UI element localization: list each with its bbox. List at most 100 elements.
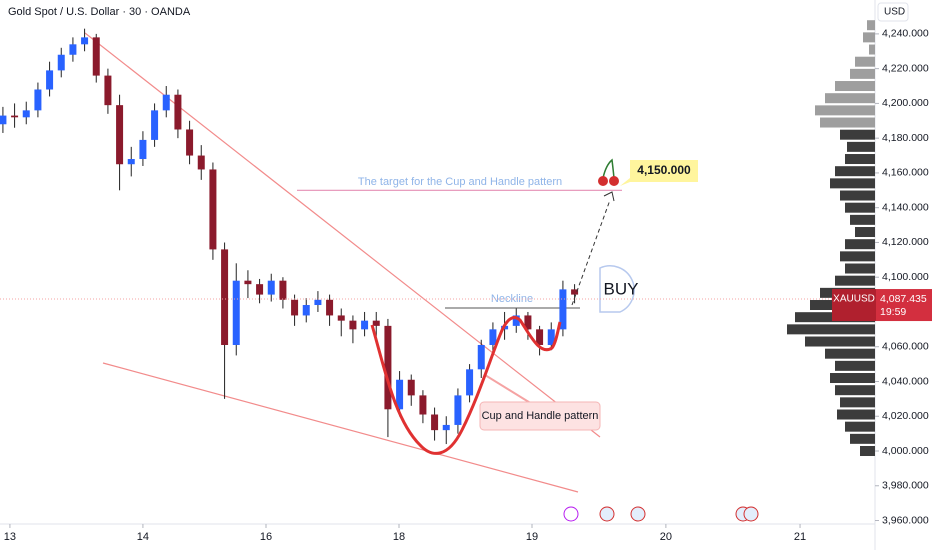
y-tick-label: 4,120.000 — [882, 236, 929, 248]
profile-bar — [840, 397, 875, 408]
candle-body — [151, 110, 159, 140]
profile-bar — [830, 178, 875, 189]
cup-handle-curve — [370, 316, 562, 455]
candle-body — [116, 105, 124, 165]
candle-body — [571, 289, 579, 295]
candle-body — [186, 129, 194, 156]
last-price-label: 4,087.435 — [880, 293, 927, 305]
candle-body — [81, 37, 89, 45]
candle-body — [104, 75, 112, 106]
candle-body — [489, 329, 497, 345]
candle-body — [337, 315, 345, 321]
profile-bar — [835, 385, 875, 396]
candle-body — [512, 315, 520, 326]
pattern-box — [479, 401, 601, 431]
y-tick-label: 4,000.000 — [882, 445, 929, 457]
neckline-label: Neckline — [491, 293, 533, 305]
candle-body — [454, 395, 462, 425]
candle-body — [244, 280, 252, 285]
y-tick-label: 4,220.000 — [882, 62, 929, 74]
candle-body — [559, 289, 567, 330]
candle-body — [267, 280, 275, 295]
candle-body — [92, 37, 100, 76]
profile-bar — [860, 446, 875, 457]
candle-body — [349, 320, 357, 330]
candle-body — [256, 284, 264, 295]
symbol-label: XAUUSD — [833, 294, 875, 305]
buy-label: BUY — [604, 279, 639, 298]
profile-bar — [850, 214, 875, 225]
profile-bar — [845, 154, 875, 165]
y-tick-label: 4,180.000 — [882, 132, 929, 144]
profile-bar — [850, 68, 875, 79]
profile-bar — [845, 202, 875, 213]
candle-body — [22, 110, 30, 118]
candle-body — [372, 320, 380, 326]
currency-label: USD — [884, 7, 905, 18]
candles — [0, 28, 579, 445]
candle-body — [361, 320, 369, 330]
candle-body — [524, 315, 532, 330]
candle-body — [302, 305, 310, 316]
x-tick-label: 14 — [137, 531, 149, 543]
candle-body — [431, 414, 439, 431]
candle-body — [396, 379, 404, 410]
profile-bar — [825, 93, 875, 104]
x-tick-label: 13 — [4, 531, 16, 543]
y-tick-label: 4,240.000 — [882, 28, 929, 40]
currency-box[interactable] — [877, 2, 909, 22]
candle-body — [477, 344, 485, 370]
profile-bar — [845, 239, 875, 250]
candle-body — [139, 139, 147, 160]
cherries-icon — [598, 158, 619, 186]
profile-bar — [840, 251, 875, 262]
profile-bar — [835, 360, 875, 371]
y-tick-label: 4,200.000 — [882, 97, 929, 109]
candle-body — [11, 115, 19, 118]
target-tag — [620, 160, 698, 186]
candle-body — [57, 54, 65, 71]
y-tick-label: 4,020.000 — [882, 410, 929, 422]
countdown-label: 19:59 — [880, 306, 906, 318]
event-icons — [563, 506, 759, 522]
candle-body — [419, 395, 427, 415]
profile-bar — [837, 409, 875, 420]
candle-body — [174, 94, 182, 130]
profile-bar — [845, 263, 875, 274]
symbol-tag — [832, 289, 876, 322]
candle-body — [326, 299, 334, 316]
candle-body — [232, 280, 240, 345]
candle-body — [314, 299, 322, 306]
candle-body — [127, 159, 135, 165]
target-text: The target for the Cup and Handle patter… — [358, 176, 562, 188]
arrow-head — [603, 191, 615, 202]
candle-body — [197, 155, 205, 170]
candle-body — [34, 89, 42, 111]
pattern-label: Cup and Handle pattern — [482, 410, 599, 422]
x-tick-label: 16 — [260, 531, 272, 543]
profile-bar — [805, 336, 875, 347]
candle-body — [69, 44, 77, 55]
candle-body — [442, 424, 450, 431]
candle-body — [221, 249, 229, 345]
candle-body — [46, 70, 54, 90]
profile-bar — [825, 348, 875, 359]
candle-body — [0, 115, 7, 125]
y-tick-label: 3,980.000 — [882, 480, 929, 492]
candle-body — [407, 379, 415, 396]
profile-bar — [815, 105, 875, 116]
candle-body — [162, 94, 170, 111]
profile-bar — [869, 44, 875, 55]
y-tick-label: 4,160.000 — [882, 167, 929, 179]
candle-body — [279, 280, 287, 300]
profile-bar — [820, 117, 875, 128]
profile-bar — [847, 141, 875, 152]
candle-body — [536, 329, 544, 345]
x-tick-label: 21 — [794, 531, 806, 543]
target-label: 4,150.000 — [637, 163, 691, 177]
profile-bar — [850, 433, 875, 444]
chart-title: Gold Spot / U.S. Dollar · 30 · OANDA — [8, 6, 191, 18]
x-tick-label: 18 — [393, 531, 405, 543]
buy-bubble — [599, 265, 635, 313]
